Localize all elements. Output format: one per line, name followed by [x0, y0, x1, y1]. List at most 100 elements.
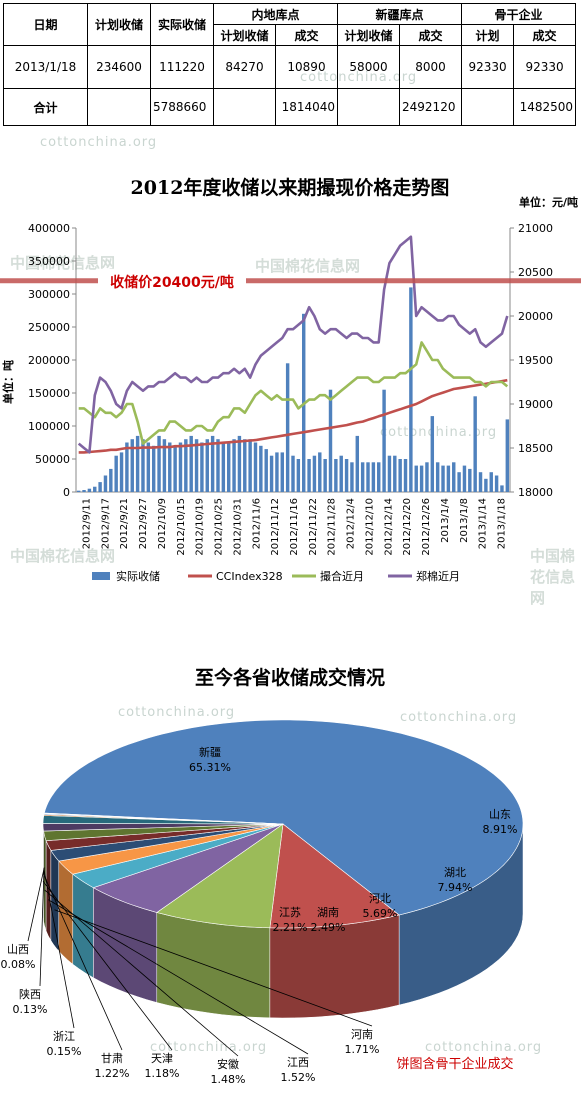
x-tick-label: 2012/11/22	[308, 498, 319, 556]
header-planned: 计划收储	[87, 3, 151, 46]
x-tick-label: 2012/10/25	[214, 498, 225, 556]
y2-tick-label: 18000	[518, 486, 553, 499]
bar-actual-storage	[419, 465, 424, 492]
legend-label: 实际收储	[116, 569, 160, 583]
line-zhengzhou-cotton	[77, 235, 509, 454]
bar-actual-storage	[130, 439, 134, 492]
header-inland-planned: 计划收储	[213, 24, 276, 46]
y-tick-label: 300000	[28, 288, 70, 301]
bar-actual-storage	[243, 439, 247, 492]
x-tick-label: 2012/10/15	[176, 498, 187, 556]
y-tick-label: 400000	[28, 222, 70, 235]
pie-label-name: 新疆	[199, 745, 221, 759]
watermark: 中国棉花信息网	[10, 547, 116, 565]
total-xinjiang-deal: 2492120	[399, 88, 463, 126]
x-tick-label: 2012/12/14	[383, 498, 394, 556]
watermark: 中国棉花信息网	[10, 254, 116, 272]
bar-actual-storage	[87, 488, 92, 492]
y2-tick-label: 20000	[518, 310, 553, 323]
x-tick-label: 2012/11/28	[327, 498, 338, 556]
bar-actual-storage	[409, 287, 413, 492]
x-tick-label: 2013/1/4	[440, 498, 451, 543]
bar-actual-storage	[355, 435, 360, 492]
pie-leader-line	[39, 868, 45, 987]
pie-slice-山东	[269, 823, 400, 929]
legend-label: CCIndex328	[216, 570, 283, 583]
row-xinjiang-planned: 58000	[337, 45, 401, 89]
x-tick-label: 2012/11/6	[251, 498, 262, 549]
x-tick-label: 2012/12/26	[421, 498, 432, 556]
x-tick-label: 2013/1/14	[478, 498, 489, 549]
pie-label-name: 安徽	[217, 1057, 239, 1071]
reserve-price-label-bg	[98, 268, 246, 293]
pie-note: 饼图含骨干企业成交	[396, 1056, 513, 1072]
pie-label-value: 5.69%	[363, 907, 398, 920]
x-tick-label: 2012/12/20	[402, 498, 413, 556]
pie-slice-山西	[43, 812, 284, 825]
row-planned: 234600	[87, 45, 151, 89]
watermark: 中国棉花信息网	[530, 547, 576, 607]
bar-actual-storage	[98, 482, 102, 492]
summary-table: 日期 计划收储 实际收储 内地库点 新疆库点 骨干企业 计划收储 成交 计划收储…	[3, 3, 577, 126]
header-actual: 实际收储	[150, 3, 214, 46]
bar-actual-storage	[184, 439, 188, 492]
bar-actual-storage	[393, 455, 397, 492]
row-backbone-deal: 92330	[513, 45, 577, 89]
chart-title: 2012年度收储以来期撮现价格走势图	[131, 176, 450, 199]
pie-label-value: 0.15%	[47, 1045, 82, 1058]
header-xinjiang-deal: 成交	[399, 24, 463, 46]
bar-actual-storage	[162, 439, 167, 492]
bar-actual-storage	[157, 435, 161, 492]
pie-label-name: 河南	[351, 1028, 373, 1041]
x-tick-label: 2012/9/11	[81, 498, 92, 549]
bar-actual-storage	[484, 478, 488, 492]
x-tick-label: 2013/1/8	[459, 498, 470, 543]
row-inland-deal: 10890	[274, 45, 339, 89]
x-tick-label: 2012/9/21	[119, 498, 130, 549]
pie-label-name: 甘肃	[101, 1052, 123, 1065]
bar-actual-storage	[403, 459, 408, 492]
bar-actual-storage	[328, 389, 333, 492]
bar-actual-storage	[312, 455, 317, 492]
bar-actual-storage	[323, 459, 327, 492]
watermark: cottonchina.org	[118, 705, 236, 720]
y2-tick-label: 19000	[518, 398, 553, 411]
row-xinjiang-deal: 8000	[399, 45, 463, 89]
pie-leader-line	[54, 909, 373, 1027]
y2-tick-label: 21000	[518, 222, 553, 235]
bar-actual-storage	[387, 455, 392, 492]
bar-actual-storage	[82, 490, 86, 492]
total-backbone-plan	[461, 88, 515, 126]
bar-actual-storage	[285, 363, 290, 492]
header-inland-deal: 成交	[274, 24, 339, 46]
pie-label-value: 2.21%	[273, 921, 308, 934]
pie-label-value: 0.13%	[13, 1003, 48, 1016]
y-tick-label: 100000	[28, 420, 70, 433]
watermark: cottonchina.org	[425, 1040, 543, 1055]
pie-leader-line	[44, 889, 239, 1057]
y-axis-label: 单位：吨	[1, 360, 15, 404]
bar-actual-storage	[494, 475, 499, 492]
x-tick-label: 2012/9/27	[138, 498, 149, 549]
bar-actual-storage	[259, 445, 263, 492]
bar-actual-storage	[457, 472, 461, 492]
bar-actual-storage	[178, 442, 183, 492]
bar-actual-storage	[194, 439, 199, 492]
bar-actual-storage	[151, 445, 156, 492]
y-tick-label: 350000	[28, 255, 70, 268]
pie-label-name: 湖南	[317, 906, 339, 919]
reserve-price-label: 收储价20400元/吨	[110, 274, 234, 291]
pie-label-name: 浙江	[53, 1030, 75, 1043]
bar-actual-storage	[344, 459, 349, 492]
bar-actual-storage	[125, 442, 129, 492]
pie-label-name: 湖北	[444, 866, 466, 879]
bar-actual-storage	[253, 442, 258, 492]
bar-actual-storage	[103, 475, 108, 492]
pie-leader-line	[43, 868, 75, 1029]
bar-actual-storage	[221, 442, 226, 492]
watermark: cottonchina.org	[380, 425, 498, 440]
pie-label-value: 1.71%	[345, 1043, 380, 1056]
bar-actual-storage	[264, 449, 268, 492]
